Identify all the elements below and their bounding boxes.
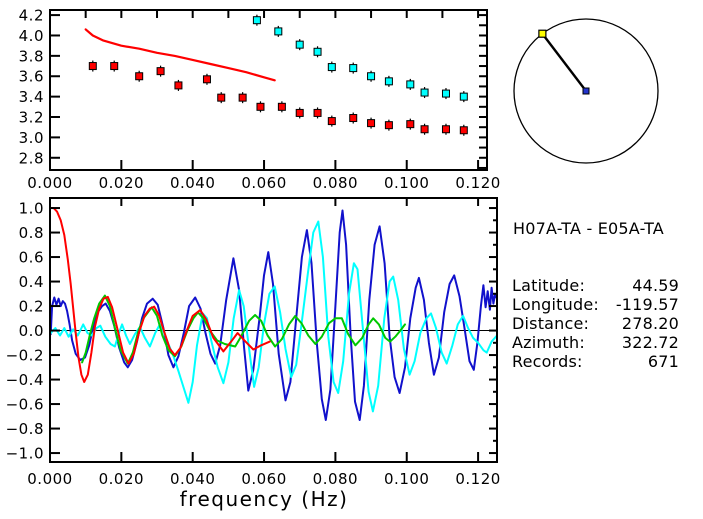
info-row-longitude: Longitude: -119.57 <box>512 295 679 314</box>
dispersion-plot: 0.000 0.020 0.040 0.060 0.080 0.100 0.120 2.8 3.… <box>19 7 501 190</box>
x-tick-label: 0.100 <box>384 174 429 190</box>
info-label: Latitude: <box>512 276 586 295</box>
data-point-square-group-velocity-red <box>156 67 165 76</box>
info-value: 322.72 <box>621 333 679 352</box>
y-tick-label: −0.2 <box>6 347 44 365</box>
y-tick-label: 0.8 <box>19 224 44 242</box>
data-point-square-phase-velocity-cyan <box>441 89 450 98</box>
azimuth-compass <box>513 18 659 164</box>
data-point-square-phase-velocity-cyan <box>406 80 415 89</box>
info-value: 44.59 <box>632 276 679 295</box>
data-point-square-group-velocity-red <box>349 114 358 123</box>
center-station-marker <box>582 87 590 95</box>
y-tick-label: 3.2 <box>19 109 44 127</box>
y-tick-label: −1.0 <box>6 445 44 463</box>
y-tick-label: 0.0 <box>19 322 44 340</box>
x-tick-label: 0.020 <box>99 174 144 190</box>
data-point-square-phase-velocity-cyan <box>384 77 393 86</box>
azimuth-station-marker <box>538 29 547 38</box>
station-pair-title: H07A-TA - E05A-TA <box>513 219 664 238</box>
info-value: 671 <box>647 352 679 371</box>
data-point-square-group-velocity-red <box>110 62 119 71</box>
data-point-square-phase-velocity-cyan <box>367 72 376 81</box>
info-row-records: Records: 671 <box>512 352 679 371</box>
data-point-square-phase-velocity-cyan <box>327 63 336 72</box>
data-point-square-phase-velocity-cyan <box>295 40 304 49</box>
x-tick-label: 0.060 <box>241 174 286 190</box>
series-spectrum-cyan <box>49 220 498 413</box>
x-tick-label: 0.060 <box>241 470 286 488</box>
y-tick-label: 4.2 <box>19 7 44 25</box>
x-axis-label: frequency (Hz) <box>180 487 349 511</box>
x-tick-label: 0.080 <box>313 470 358 488</box>
x-tick-label: 0.080 <box>313 174 358 190</box>
info-label: Distance: <box>512 314 590 333</box>
series-spectrum-blue <box>49 209 498 421</box>
azimuth-line <box>541 32 587 92</box>
info-label: Azimuth: <box>512 333 585 352</box>
data-point-square-group-velocity-red <box>406 120 415 129</box>
info-value: 278.20 <box>621 314 679 333</box>
info-row-latitude: Latitude: 44.59 <box>512 276 679 295</box>
x-tick-label: 0.120 <box>455 470 500 488</box>
info-row-azimuth: Azimuth: 322.72 <box>512 333 679 352</box>
info-label: Records: <box>512 352 583 371</box>
y-tick-label: 3.4 <box>19 88 44 106</box>
data-point-square-phase-velocity-cyan <box>420 88 429 97</box>
plot-frame <box>49 9 488 171</box>
x-tick-label: 0.020 <box>99 470 144 488</box>
x-tick-label: 0.000 <box>27 470 72 488</box>
y-tick-label: 1.0 <box>19 200 44 218</box>
data-point-square-group-velocity-red <box>313 108 322 117</box>
data-point-square-phase-velocity-cyan <box>459 92 468 101</box>
info-row-distance: Distance: 278.20 <box>512 314 679 333</box>
waveform-plot: 0.000 0.020 0.040 0.060 0.080 0.100 0.120 1.0 0.… <box>6 197 500 511</box>
data-point-square-group-velocity-red <box>420 125 429 134</box>
data-point-square-group-velocity-red <box>256 102 265 111</box>
y-tick-label: 4.0 <box>19 27 44 45</box>
x-tick-label: 0.040 <box>170 174 215 190</box>
data-point-square-group-velocity-red <box>238 93 247 102</box>
data-point-square-group-velocity-red <box>202 75 211 84</box>
data-point-square-phase-velocity-cyan <box>313 47 322 56</box>
data-point-square-group-velocity-red <box>135 72 144 81</box>
data-point-square-group-velocity-red <box>367 119 376 128</box>
data-point-square-phase-velocity-cyan <box>274 27 283 36</box>
y-tick-label: 2.8 <box>19 149 44 167</box>
data-point-square-group-velocity-red <box>174 81 183 90</box>
y-tick-label: 3.8 <box>19 47 44 65</box>
y-tick-label: 0.6 <box>19 249 44 267</box>
data-point-square-phase-velocity-cyan <box>252 16 261 25</box>
data-point-square-group-velocity-red <box>327 117 336 126</box>
data-point-square-group-velocity-red <box>217 93 226 102</box>
data-point-square-group-velocity-red <box>384 121 393 130</box>
data-point-square-group-velocity-red <box>441 125 450 134</box>
x-tick-label: 0.000 <box>27 174 72 190</box>
data-point-square-group-velocity-red <box>459 126 468 135</box>
data-point-square-phase-velocity-cyan <box>349 64 358 73</box>
series-spectrum-red <box>49 207 271 383</box>
info-value: -119.57 <box>615 295 679 314</box>
x-tick-label: 0.120 <box>455 174 500 190</box>
data-point-square-group-velocity-red <box>277 102 286 111</box>
info-label: Longitude: <box>512 295 599 314</box>
y-tick-label: 0.4 <box>19 273 44 291</box>
series-reference-curve <box>84 28 276 82</box>
station-info-rows: Latitude: 44.59 Longitude: -119.57 Distance:… <box>512 276 679 371</box>
data-point-square-group-velocity-red <box>295 108 304 117</box>
data-point-square-group-velocity-red <box>88 62 97 71</box>
y-tick-label: 0.2 <box>19 298 44 316</box>
y-tick-label: 3.6 <box>19 68 44 86</box>
compass-circle <box>513 18 659 164</box>
y-tick-label: 3.0 <box>19 129 44 147</box>
x-tick-label: 0.040 <box>170 470 215 488</box>
y-tick-label: −0.4 <box>6 371 44 389</box>
y-tick-label: −0.8 <box>6 420 44 438</box>
station-info-panel: H07A-TA - E05A-TA Latitude: 44.59 Longitud… <box>512 181 679 409</box>
y-tick-label: −0.6 <box>6 396 44 414</box>
x-tick-label: 0.100 <box>384 470 429 488</box>
